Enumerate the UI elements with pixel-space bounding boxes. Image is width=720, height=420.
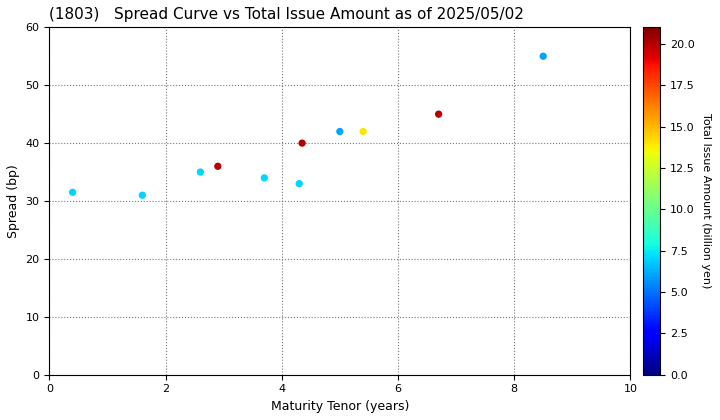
Point: [258, 174, 270, 181]
Point: [67, 189, 78, 196]
Point: [433, 111, 444, 118]
Point: [537, 53, 549, 60]
Point: [194, 169, 206, 176]
X-axis label: Maturity Tenor (years): Maturity Tenor (years): [271, 400, 409, 413]
Point: [137, 192, 148, 199]
Point: [297, 140, 308, 147]
Point: [212, 163, 224, 170]
Y-axis label: Total Issue Amount (billion yen): Total Issue Amount (billion yen): [701, 113, 711, 289]
Point: [334, 128, 346, 135]
Point: [294, 180, 305, 187]
Text: (1803)   Spread Curve vs Total Issue Amount as of 2025/05/02: (1803) Spread Curve vs Total Issue Amoun…: [50, 7, 524, 22]
Y-axis label: Spread (bp): Spread (bp): [7, 164, 20, 238]
Point: [357, 128, 369, 135]
